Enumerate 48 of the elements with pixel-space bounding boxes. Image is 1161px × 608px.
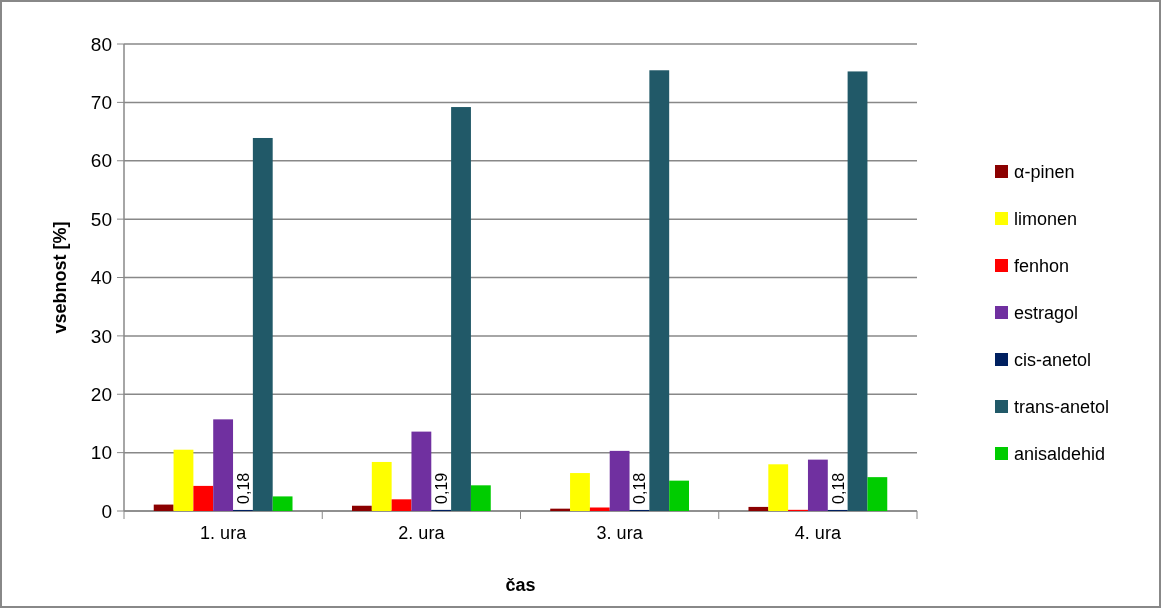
- bar: [252, 137, 273, 511]
- bar: [609, 450, 630, 511]
- legend-label: anisaldehid: [1014, 444, 1106, 465]
- x-tick-label: 2. ura: [398, 523, 446, 543]
- data-label: 0,18: [829, 472, 847, 504]
- y-tick-label: 0: [101, 500, 112, 522]
- bar: [807, 459, 828, 511]
- data-label: 0,18: [631, 472, 649, 504]
- bar: [649, 70, 670, 511]
- y-axis-title: vsebnost [%]: [50, 221, 70, 334]
- bar: [371, 461, 392, 511]
- legend-label: trans-anetol: [1014, 397, 1110, 418]
- bar: [570, 473, 590, 511]
- legend-label: fenhon: [1014, 256, 1070, 277]
- y-tick-label: 10: [90, 442, 112, 464]
- bar: [748, 506, 769, 511]
- bar: [351, 505, 372, 511]
- data-label: 0,19: [433, 472, 451, 504]
- bar: [589, 507, 610, 511]
- legend-label: limonen: [1014, 209, 1078, 230]
- y-tick-label: 40: [90, 267, 112, 289]
- data-label: 0,18: [234, 472, 252, 504]
- y-tick-label: 50: [90, 208, 112, 230]
- x-axis-title: čas: [505, 575, 536, 595]
- bar: [847, 71, 868, 511]
- bar: [153, 504, 174, 511]
- bar: [193, 485, 214, 511]
- y-tick-label: 20: [90, 383, 112, 405]
- x-tick-label: 1. ura: [200, 523, 248, 543]
- bar: [451, 107, 471, 511]
- y-tick-label: 30: [90, 325, 112, 347]
- y-tick-label: 80: [90, 33, 112, 55]
- bar: [411, 431, 432, 511]
- y-tick-label: 60: [90, 150, 112, 172]
- x-tick-label: 4. ura: [794, 523, 842, 543]
- legend-label: estragol: [1014, 303, 1079, 324]
- bar: [768, 464, 789, 511]
- legend-label: cis-anetol: [1014, 350, 1092, 371]
- y-tick-label: 70: [90, 92, 112, 114]
- x-tick-label: 3. ura: [596, 523, 644, 543]
- bar: [867, 477, 888, 511]
- legend-label: α-pinen: [1014, 162, 1075, 183]
- bar: [213, 419, 234, 511]
- bar: [470, 485, 491, 511]
- bar: [391, 499, 412, 511]
- bar: [669, 480, 690, 511]
- bar: [272, 496, 293, 511]
- bar: [173, 449, 194, 511]
